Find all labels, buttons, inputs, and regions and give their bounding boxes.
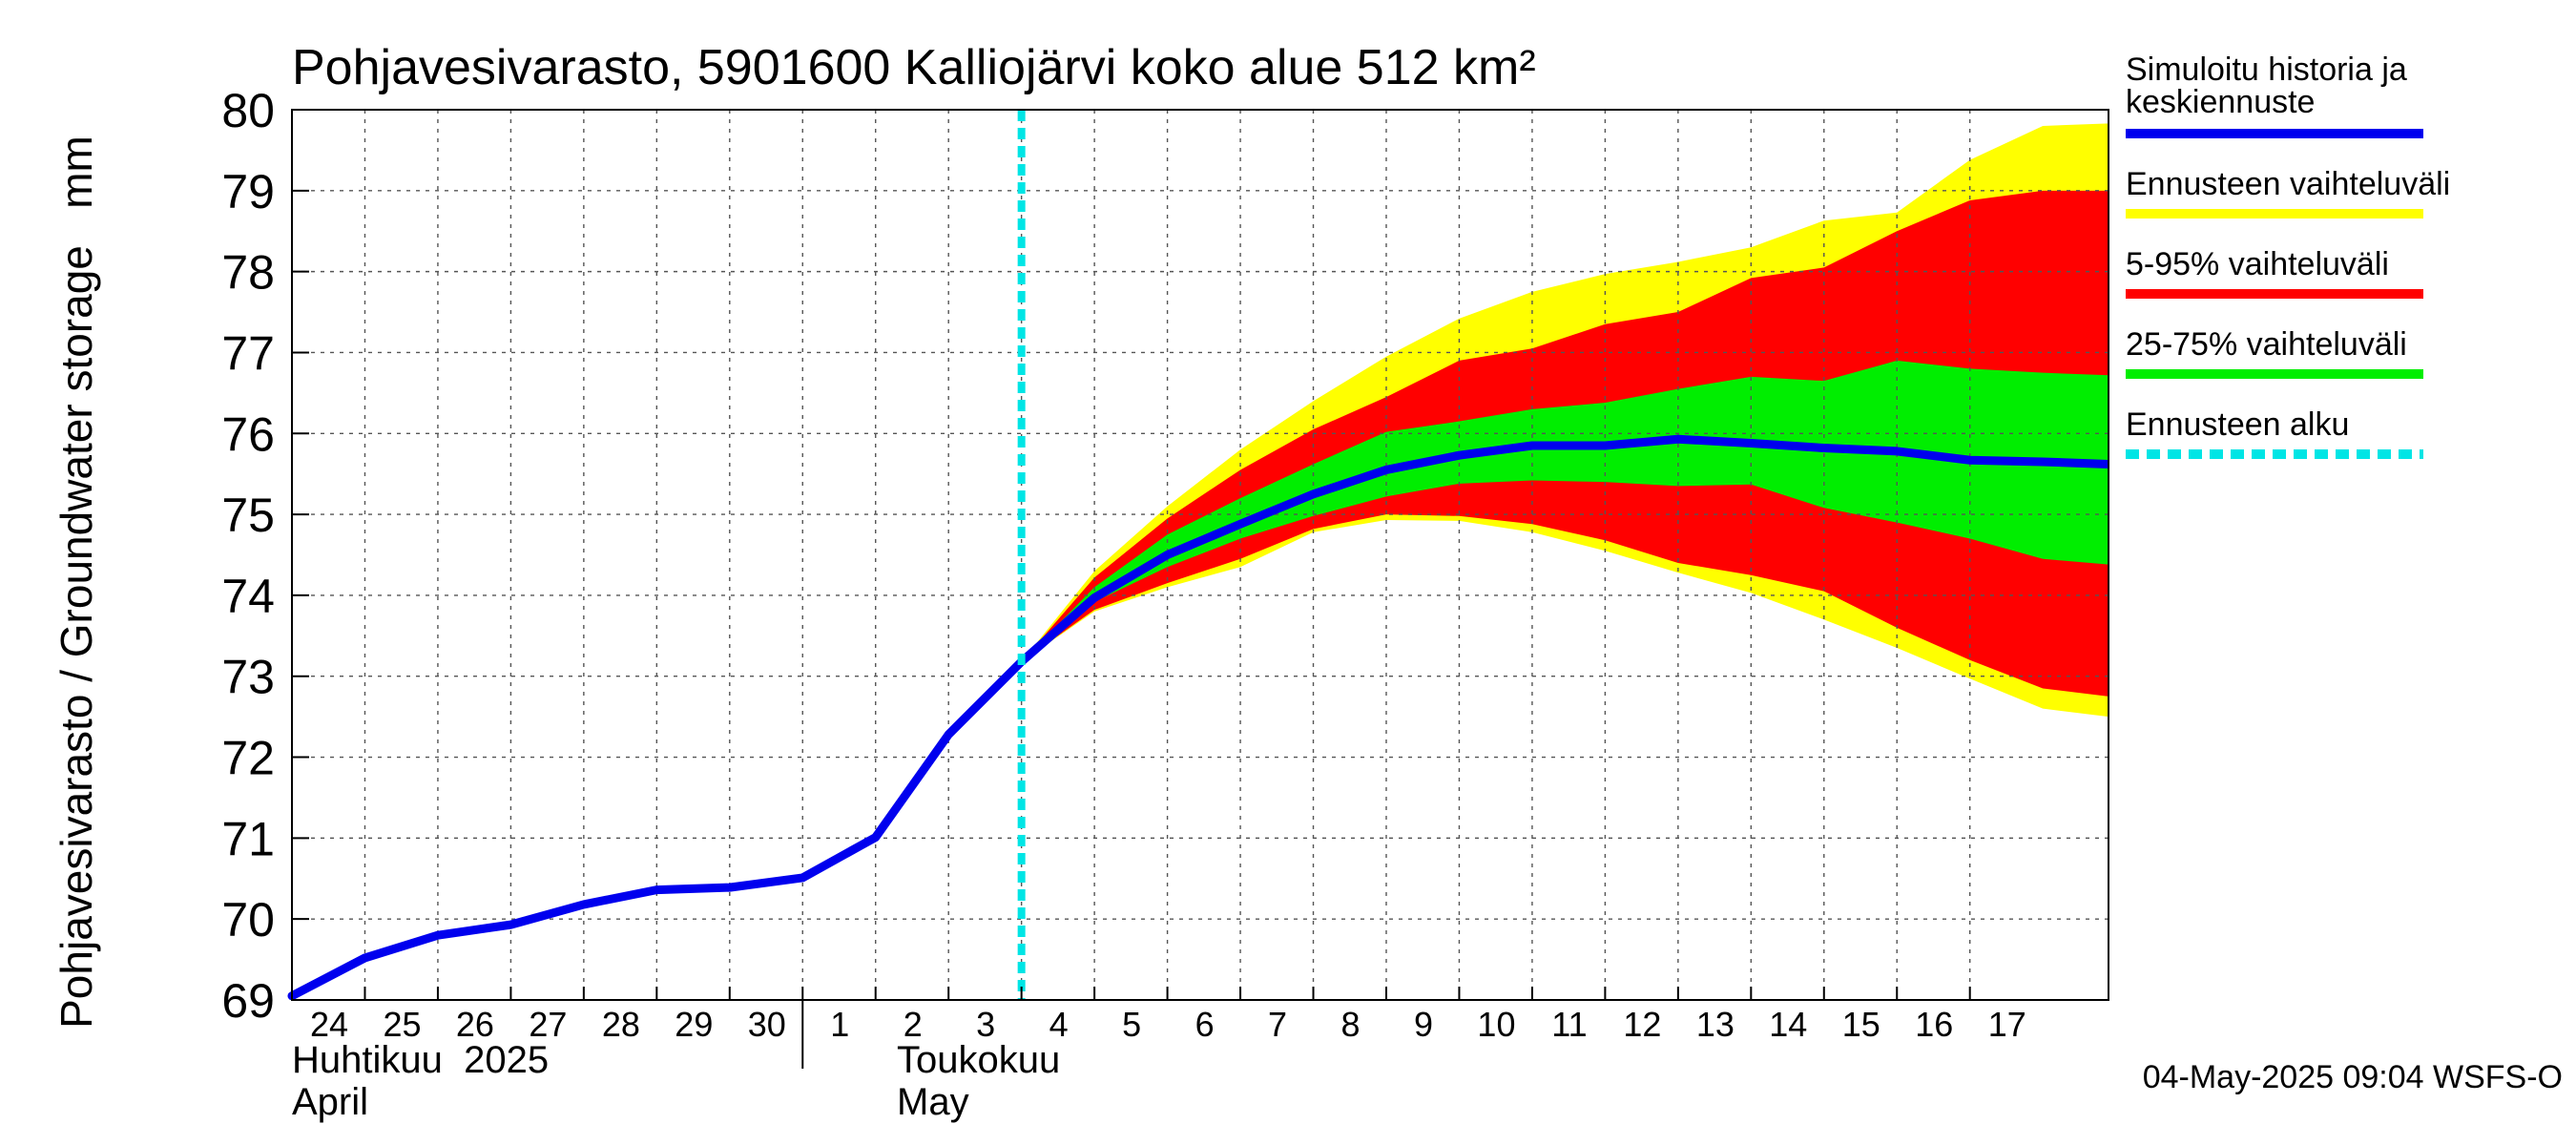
xtick-label-9: 9: [1414, 1005, 1433, 1044]
xtick-label-17: 17: [1988, 1005, 2026, 1044]
series-lines: [287, 110, 2109, 1001]
xtick-label-16: 16: [1915, 1005, 1953, 1044]
ytick-label-73: 73: [221, 651, 275, 704]
ytick-label-71: 71: [221, 812, 275, 865]
xtick-label-30: 30: [748, 1005, 786, 1044]
legend-label-5: Ennusteen alku: [2126, 406, 2349, 443]
ytick-label-80: 80: [221, 84, 275, 137]
ytick-label-78: 78: [221, 246, 275, 300]
xtick-label-7: 7: [1268, 1005, 1287, 1044]
history-line: [287, 656, 1027, 1001]
ytick-label-72: 72: [221, 732, 275, 785]
month-label-may-fi: Toukokuu: [897, 1039, 1060, 1081]
xtick-label-15: 15: [1842, 1005, 1880, 1044]
xtick-label-10: 10: [1477, 1005, 1515, 1044]
month-label-april-fi: Huhtikuu 2025: [292, 1039, 549, 1081]
x-axis-ticks: 24 25 26 27 28 29 30 1 2 3 4 5 6 7 8 9 10 11 12 13 14 15 16 17: [291, 987, 2026, 1069]
ytick-label-69: 69: [221, 974, 275, 1028]
xtick-label-8: 8: [1341, 1005, 1361, 1044]
legend-label-3: 5-95% vaihteluväli: [2126, 246, 2389, 282]
xtick-label-14: 14: [1769, 1005, 1807, 1044]
ytick-label-74: 74: [221, 570, 275, 623]
plot-frame: [291, 109, 2109, 1001]
legend-label-4: 25-75% vaihteluväli: [2126, 326, 2407, 363]
xtick-label-29: 29: [675, 1005, 713, 1044]
xtick-label-2: 2: [904, 1005, 923, 1044]
ytick-label-77: 77: [221, 326, 275, 380]
xtick-label-1: 1: [830, 1005, 849, 1044]
xtick-label-6: 6: [1195, 1005, 1215, 1044]
xtick-label-12: 12: [1623, 1005, 1661, 1044]
xtick-label-4: 4: [1049, 1005, 1069, 1044]
ytick-label-79: 79: [221, 165, 275, 219]
xtick-label-26: 26: [456, 1005, 494, 1044]
forecast-bands: [1021, 123, 2109, 718]
month-label-april-en: April: [292, 1081, 368, 1123]
y-axis-ticks: 69 70 71 72 73 74 75 76 77 78 79 80: [221, 84, 309, 1028]
median-forecast-line: [1018, 434, 2109, 665]
month-label-may-en: May: [897, 1081, 969, 1123]
legend-label-1-cont: keskiennuste: [2126, 84, 2315, 120]
xtick-label-25: 25: [383, 1005, 421, 1044]
xtick-label-27: 27: [529, 1005, 567, 1044]
ytick-label-70: 70: [221, 893, 275, 947]
legend-label-1: Simuloitu historia ja: [2126, 52, 2407, 88]
month-labels: Huhtikuu 2025 April Toukokuu May: [292, 1039, 1060, 1123]
xtick-label-11: 11: [1551, 1005, 1587, 1044]
ytick-label-75: 75: [221, 489, 275, 542]
grid-lines: [292, 110, 2109, 1000]
xtick-label-13: 13: [1696, 1005, 1735, 1044]
ytick-label-76: 76: [221, 407, 275, 461]
band-3: [1021, 360, 2109, 662]
chart-title: Pohjavesivarasto, 5901600 Kalliojärvi ko…: [292, 40, 1536, 95]
xtick-label-5: 5: [1122, 1005, 1141, 1044]
y-axis-label: Pohjavesivarasto / Groundwater storage m…: [52, 135, 101, 1029]
xtick-label-24: 24: [310, 1005, 348, 1044]
legend-label-2: Ennusteen vaihteluväli: [2126, 166, 2450, 202]
timestamp: 04-May-2025 09:04 WSFS-O: [2143, 1059, 2563, 1095]
xtick-label-3: 3: [976, 1005, 995, 1044]
xtick-label-28: 28: [602, 1005, 640, 1044]
